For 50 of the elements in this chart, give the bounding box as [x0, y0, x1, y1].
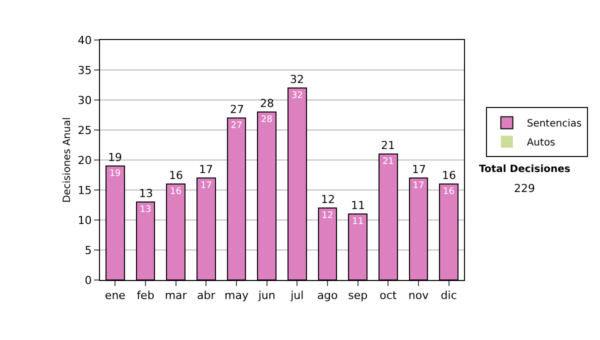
total-label: 17 [412, 163, 426, 176]
data-label: 19 [109, 169, 122, 179]
data-label: 16 [170, 187, 182, 197]
y-tick-label: 0 [84, 274, 92, 287]
y-tick-label: 40 [78, 34, 92, 47]
data-label: 11 [352, 217, 364, 227]
y-tick-label: 10 [78, 214, 92, 227]
x-tick-label: ene [104, 289, 126, 302]
x-tick-label: jun [257, 289, 276, 302]
y-axis-title: Decisiones Anual [62, 117, 73, 203]
total-label: 11 [351, 199, 365, 212]
data-label: 27 [230, 121, 242, 131]
y-tick-label: 5 [84, 244, 92, 257]
y-tick-label: 25 [78, 124, 92, 137]
y-tick-label: 20 [78, 154, 92, 167]
total-label: 27 [230, 103, 244, 116]
y-tick-label: 30 [78, 94, 92, 107]
data-label: 21 [382, 157, 394, 167]
total-label: 13 [139, 187, 153, 200]
legend-label: Sentencias [526, 118, 582, 130]
y-tick-label: 35 [78, 64, 92, 77]
x-tick-label: mar [164, 289, 188, 302]
x-tick-label: feb [136, 289, 154, 302]
total-label: 21 [381, 139, 395, 152]
total-label: 16 [169, 169, 183, 182]
x-tick-label: oct [380, 289, 398, 302]
x-tick-label: nov [408, 289, 430, 302]
x-tick-label: ago [317, 289, 338, 302]
x-tick-label: sep [348, 289, 368, 302]
total-label: 28 [260, 97, 274, 110]
total-label: 32 [290, 73, 304, 86]
x-tick-label: may [224, 289, 249, 302]
x-tick-label: dic [440, 289, 457, 302]
data-label: 12 [322, 211, 334, 221]
data-label: 17 [200, 181, 212, 191]
x-tick-label: jul [290, 289, 304, 302]
total-label: 17 [199, 163, 213, 176]
data-label: 32 [291, 91, 303, 101]
data-label: 13 [140, 205, 152, 215]
data-label: 17 [412, 181, 424, 191]
text: Total Decisiones [479, 164, 570, 175]
text: 229 [514, 182, 535, 195]
total-label: 16 [442, 169, 456, 182]
legend-label: Autos [526, 138, 556, 149]
y-tick-label: 15 [78, 184, 92, 197]
data-label: 16 [442, 187, 455, 197]
data-label: 28 [260, 115, 273, 125]
total-label: 19 [108, 151, 122, 164]
x-tick-label: abr [197, 289, 216, 302]
total-label: 12 [321, 193, 335, 206]
